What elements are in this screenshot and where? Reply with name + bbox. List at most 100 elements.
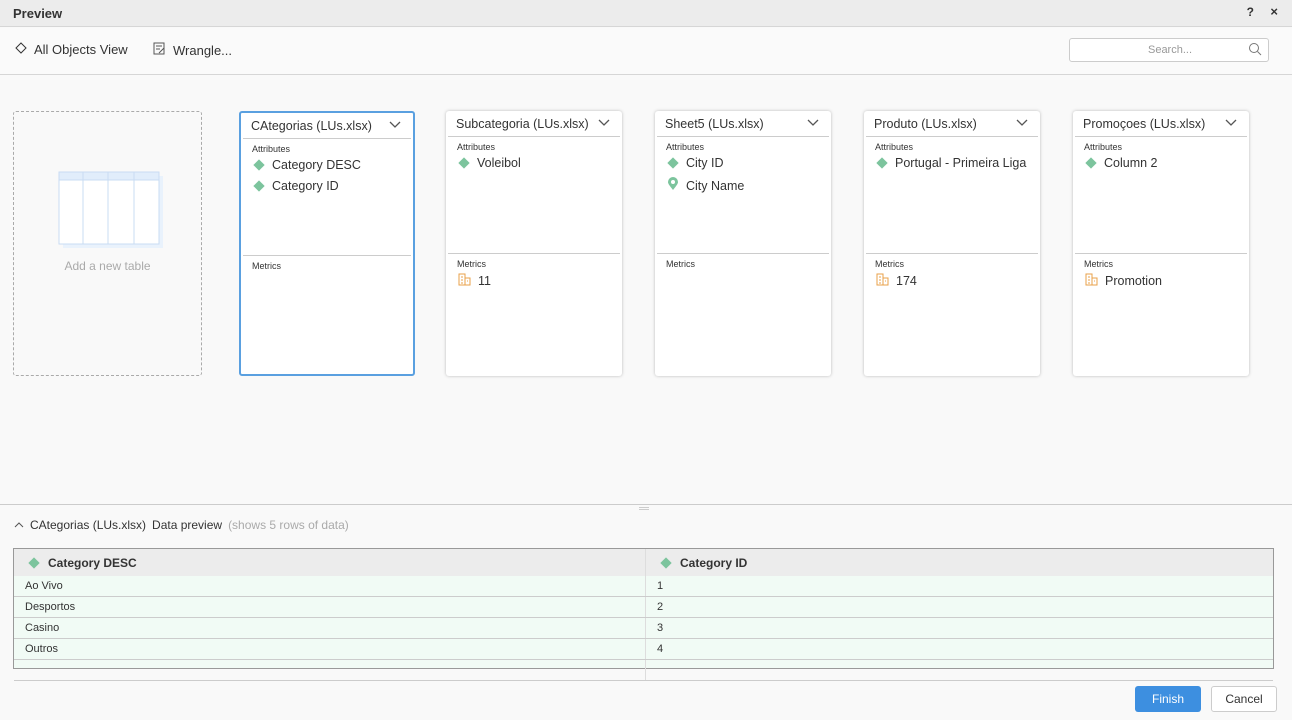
table-row: [14, 660, 1273, 681]
attribute-item[interactable]: City ID: [657, 152, 829, 173]
table-cell: [646, 660, 1273, 680]
chevron-down-icon[interactable]: [389, 118, 401, 132]
metric-item[interactable]: 11: [448, 269, 620, 292]
attribute-diamond-icon: [253, 159, 265, 171]
metrics-section: Metrics 174: [866, 254, 1038, 292]
attribute-item[interactable]: Column 2: [1075, 152, 1247, 173]
table-card[interactable]: CAtegorias (LUs.xlsx) Attributes Category…: [239, 111, 415, 376]
add-new-table[interactable]: Add a new table: [13, 111, 202, 376]
attribute-item[interactable]: Category ID: [243, 175, 411, 196]
metric-icon: [458, 273, 471, 289]
card-title: Subcategoria (LUs.xlsx): [456, 117, 589, 131]
attributes-section: Attributes Voleibol: [448, 137, 620, 254]
all-objects-label: All Objects View: [34, 42, 128, 57]
metric-label: Promotion: [1105, 274, 1162, 288]
toolbar: All Objects View Wrangle...: [0, 28, 1292, 75]
preview-label: Data preview: [152, 518, 223, 532]
metrics-section: Metrics: [243, 256, 411, 271]
table-cell: [14, 660, 646, 680]
attribute-item[interactable]: Voleibol: [448, 152, 620, 173]
attribute-item[interactable]: Category DESC: [243, 154, 411, 175]
table-card[interactable]: Sheet5 (LUs.xlsx) Attributes City ID City …: [655, 111, 831, 376]
card-header: Sheet5 (LUs.xlsx): [657, 111, 829, 137]
table-cell: Ao Vivo: [14, 576, 646, 596]
column-header-label: Category ID: [680, 555, 748, 570]
attribute-item[interactable]: City Name: [657, 173, 829, 197]
search-box: [1069, 38, 1269, 62]
preview-divider: [0, 504, 1292, 510]
chevron-down-icon[interactable]: [807, 116, 819, 130]
table-cell: Desportos: [14, 597, 646, 617]
chevron-down-icon[interactable]: [1225, 116, 1237, 130]
attributes-section: Attributes Category DESC Category ID: [243, 139, 411, 256]
search-input[interactable]: [1070, 39, 1240, 61]
table-cell: 1: [657, 580, 664, 592]
wrangle-icon: [153, 42, 166, 58]
metric-icon: [1085, 273, 1098, 289]
attribute-diamond-icon: [253, 180, 265, 192]
section-title: Metrics: [457, 259, 486, 269]
search-icon[interactable]: [1248, 42, 1262, 59]
attribute-label: Voleibol: [477, 156, 521, 170]
column-header[interactable]: Category DESC: [14, 549, 646, 576]
title-bar: Preview ? ×: [0, 0, 1292, 27]
table-header-row: Category DESC Category ID: [14, 549, 1273, 576]
attributes-section: Attributes City ID City Name: [657, 137, 829, 254]
table-card[interactable]: Produto (LUs.xlsx) Attributes Portugal - …: [864, 111, 1040, 376]
chevron-down-icon[interactable]: [1016, 116, 1028, 130]
attribute-item[interactable]: Portugal - Primeira Liga: [866, 152, 1038, 173]
preview-table-name: CAtegorias (LUs.xlsx): [30, 518, 147, 532]
attribute-diamond-icon: [876, 157, 888, 169]
column-header-label: Category DESC: [48, 555, 137, 570]
attribute-label: City ID: [686, 156, 724, 170]
metrics-section: Metrics 11: [448, 254, 620, 292]
table-cell: 4: [657, 643, 664, 655]
attributes-section: Attributes Portugal - Primeira Liga: [866, 137, 1038, 254]
preview-header: CAtegorias (LUs.xlsx) Data preview (show…: [14, 518, 349, 532]
table-card[interactable]: Subcategoria (LUs.xlsx) Attributes Voleib…: [446, 111, 622, 376]
card-title: Sheet5 (LUs.xlsx): [665, 117, 764, 131]
attribute-diamond-icon: [1085, 157, 1097, 169]
section-title: Attributes: [1084, 142, 1123, 152]
metric-item[interactable]: 174: [866, 269, 1038, 292]
table-card[interactable]: Promoçoes (LUs.xlsx) Attributes Column 2 M…: [1073, 111, 1249, 376]
attribute-label: Category DESC: [272, 158, 361, 172]
card-header: CAtegorias (LUs.xlsx): [243, 113, 411, 139]
card-header: Produto (LUs.xlsx): [866, 111, 1038, 137]
diamond-outline-icon: [15, 42, 27, 57]
table-cell: Outros: [14, 639, 646, 659]
section-title: Metrics: [252, 261, 281, 271]
table-row: Casino 3: [14, 618, 1273, 639]
metrics-section: Metrics Promotion: [1075, 254, 1247, 292]
close-button[interactable]: ×: [1270, 4, 1278, 19]
cancel-button[interactable]: Cancel: [1211, 686, 1277, 712]
card-title: Produto (LUs.xlsx): [874, 117, 977, 131]
table-row: Outros 4: [14, 639, 1273, 660]
table-row: Ao Vivo 1: [14, 576, 1273, 597]
card-header: Promoçoes (LUs.xlsx): [1075, 111, 1247, 137]
section-title: Attributes: [666, 142, 705, 152]
attribute-label: Portugal - Primeira Liga: [895, 156, 1027, 170]
table-cell: 3: [657, 622, 664, 634]
help-button[interactable]: ?: [1246, 5, 1254, 19]
metrics-section: Metrics: [657, 254, 829, 269]
table-cell: 2: [657, 601, 664, 613]
metric-label: 11: [478, 274, 491, 288]
all-objects-view-button[interactable]: All Objects View: [15, 42, 128, 57]
attribute-label: Column 2: [1104, 156, 1158, 170]
resize-handle[interactable]: [639, 507, 649, 510]
window-title: Preview: [13, 6, 63, 21]
wrangle-button[interactable]: Wrangle...: [153, 42, 232, 58]
section-title: Attributes: [252, 144, 291, 154]
wrangle-label: Wrangle...: [173, 42, 233, 58]
section-title: Attributes: [875, 142, 914, 152]
metric-item[interactable]: Promotion: [1075, 269, 1247, 292]
metric-label: 174: [896, 274, 917, 288]
finish-button[interactable]: Finish: [1135, 686, 1201, 712]
add-table-label: Add a new table: [64, 259, 151, 273]
column-header[interactable]: Category ID: [646, 549, 1273, 576]
attribute-label: City Name: [686, 178, 745, 193]
collapse-chevron-icon[interactable]: [14, 518, 24, 532]
chevron-down-icon[interactable]: [598, 116, 610, 130]
card-header: Subcategoria (LUs.xlsx): [448, 111, 620, 137]
